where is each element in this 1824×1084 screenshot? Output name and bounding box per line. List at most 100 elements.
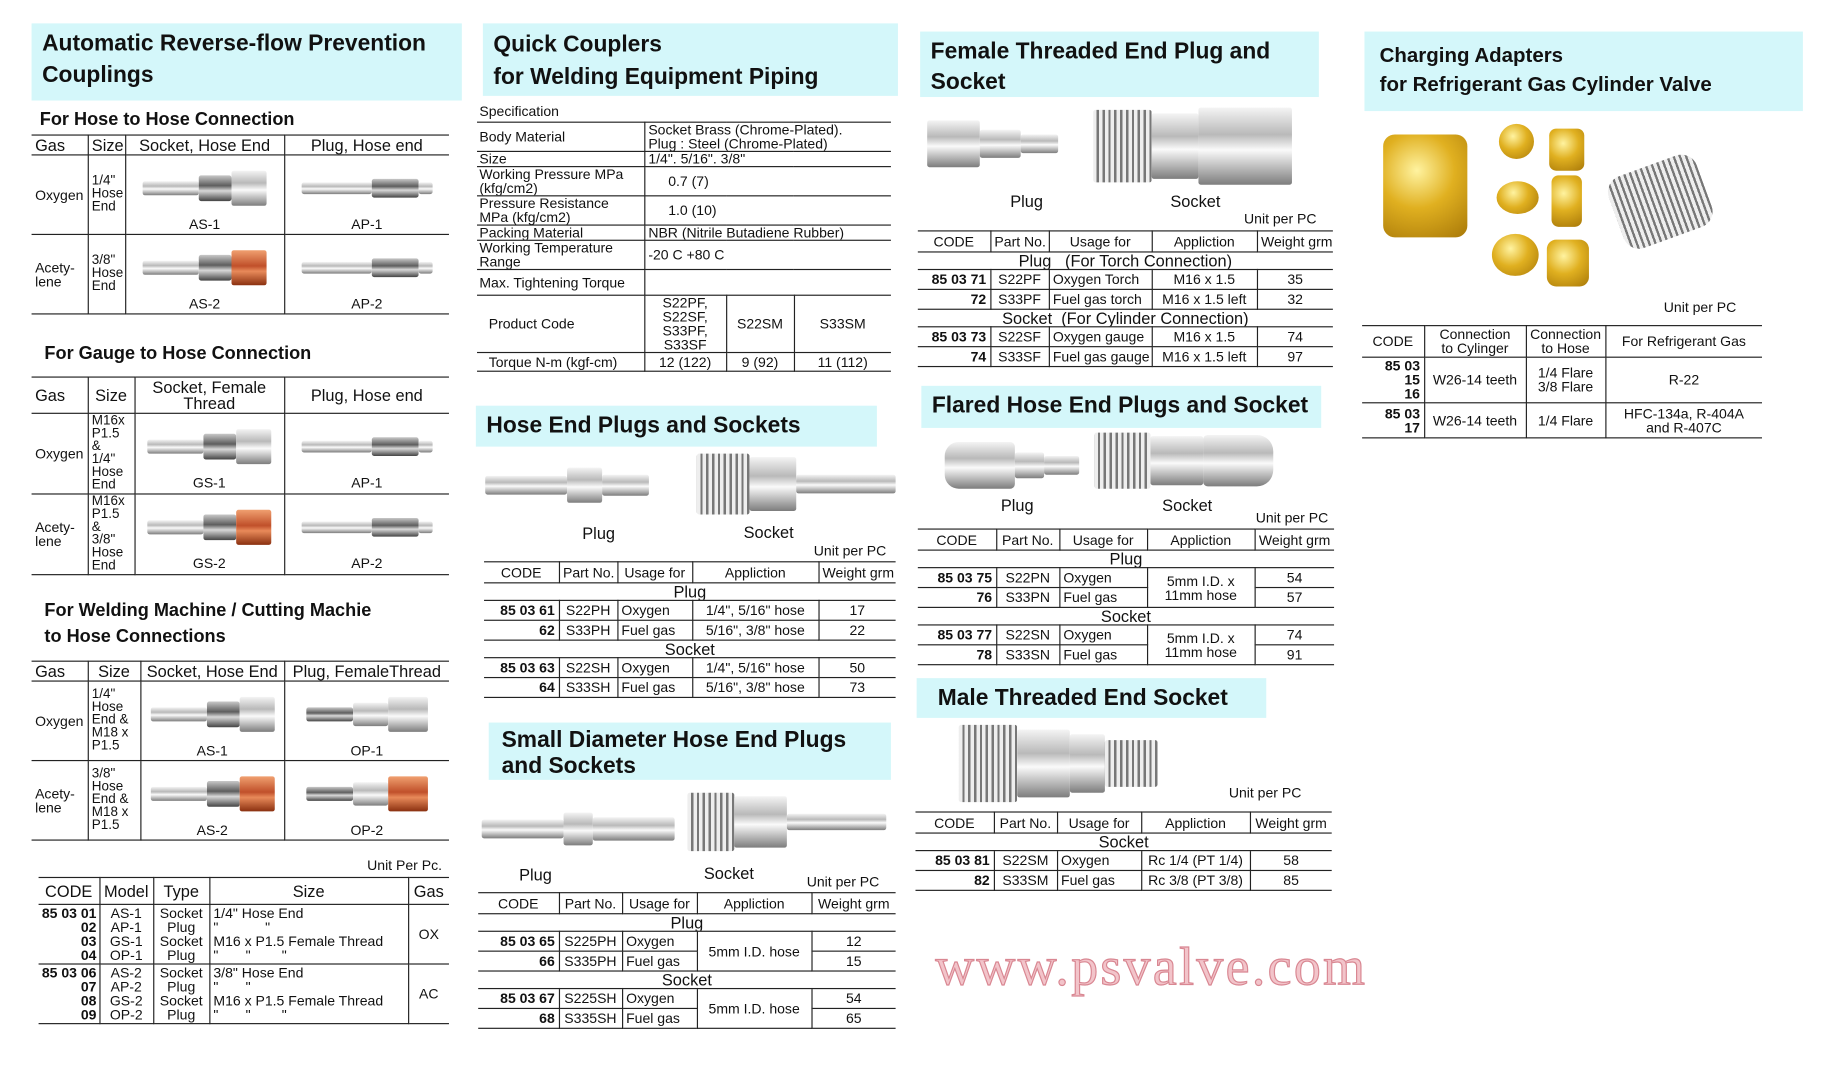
specification-table: Body Material Socket Brass (Chrome-Plated… (477, 121, 891, 372)
header-row: CODE Part No. Usage for Appliction Weight gr… (478, 892, 896, 915)
spec-label: Max. Tightening Torque (477, 268, 645, 296)
column-header: CODE (38, 876, 100, 905)
table-row: 85 03 75 S22PN Oxygen 5mm I.D. x 11mm hose 5… (917, 567, 1335, 608)
part-number: S33PN (995, 586, 1060, 608)
part-number: S22SF (989, 326, 1050, 348)
plug-cell: AP-2 (283, 493, 449, 576)
code-cell: 85 03 15 16 (1362, 356, 1425, 404)
section-title-reverse-flow: Automatic Reverse-flow Prevention Coupli… (31, 23, 462, 101)
group-row: Plug (484, 582, 896, 601)
gas-cell: Oxygen (31, 412, 89, 495)
code-cell: 85 03 65 (478, 930, 560, 952)
part-number: S22SH (558, 657, 618, 679)
fitting-part (236, 509, 272, 545)
header-row: CODE Part No. Usage for Appliction Weight gr… (917, 528, 1335, 551)
column-header: Weight grm (1253, 528, 1335, 551)
code-cell: 85 03 63 (484, 657, 560, 679)
code-cell: 85 03 61 (484, 599, 560, 621)
type-cell: Socket Plug Socket Plug (152, 963, 210, 1025)
table-row: 85 03 81 S22SM Oxygen Rc 1/4 (PT 1/4) 58 (915, 850, 1332, 872)
column-header: Weight grm (817, 561, 896, 584)
fitting-part (147, 439, 204, 454)
specification-label: Specification (479, 102, 559, 120)
small-diameter-table: CODE Part No. Usage for Appliction Weight gr… (478, 892, 896, 1029)
model-label: AP-1 (351, 474, 383, 492)
plug-cell: AP-2 (283, 233, 449, 315)
product-code-label: Product Code (477, 294, 645, 354)
header-row: Gas Size Socket, Hose End Plug, Hose end (31, 134, 449, 156)
header-row: CODE Connection to Cylinger Connection to … (1362, 325, 1762, 358)
spec-value: -20 C +80 C (643, 239, 891, 271)
usage: Fuel gas (621, 950, 698, 972)
spec-value: 1.0 (10) (643, 195, 891, 226)
application: 1/4", 5/16" hose (691, 657, 820, 679)
column-header: Gas (407, 876, 449, 905)
code-cell: 74 (917, 346, 991, 368)
socket-cell: AS-2 (124, 233, 285, 315)
header-row: Gas Size Socket, Hose End Plug, FemaleThrea… (31, 660, 449, 682)
group-label: Socket (917, 606, 1335, 626)
type-cell: Socket Plug Socket Plug (152, 903, 210, 965)
usage: Oxygen (616, 657, 693, 679)
fitting-part (371, 178, 419, 198)
product-cell: AS-2 (129, 238, 280, 310)
socket-image (139, 498, 280, 556)
fitting-part (198, 174, 232, 201)
code-cell: 85 03 81 (915, 850, 995, 872)
product-code: S22SM (725, 294, 795, 354)
gauge-to-hose-heading: For Gauge to Hose Connection (44, 343, 312, 364)
charging-adapter-image (1383, 134, 1468, 238)
column-header: Model (98, 876, 154, 905)
spec-row: Size 1/4". 5/16". 3/8" (477, 150, 891, 168)
group-label: Plug (For Torch Connection) (917, 251, 1333, 271)
charging-adapters-table: CODE Connection to Cylinger Connection to … (1362, 325, 1762, 439)
small-diameter-plug-image (481, 812, 675, 846)
charging-adapter-image (1549, 128, 1585, 171)
model-label: OP-2 (350, 821, 384, 838)
plug-cell: AP-1 (283, 154, 449, 236)
application: Rc 1/4 (PT 1/4) (1140, 850, 1251, 872)
usage: Oxygen (1058, 567, 1148, 589)
product-cell: AP-2 (288, 238, 445, 310)
usage: Fuel gas gauge (1048, 346, 1153, 368)
weight: 57 (1253, 586, 1335, 608)
fitting-part (150, 706, 207, 721)
code-cell: 82 (915, 869, 995, 891)
fitting-part (236, 429, 272, 465)
unit-label: Unit Per Pc. (367, 857, 442, 874)
charging-adapter-image (1498, 123, 1534, 160)
header-row: CODE Part No. Usage for Appliction Weight gr… (915, 811, 1332, 834)
female-threaded-table: CODE Part No. Usage for Appliction Weight gr… (917, 230, 1333, 368)
table: CODE Part No. Usage for Appliction Weight gr… (915, 811, 1332, 891)
weight: 15 (810, 950, 896, 972)
code-cell: 62 (484, 619, 560, 641)
section-title-small-diameter: Small Diameter Hose End Plugs and Socket… (488, 722, 891, 780)
code-cell: 64 (484, 676, 560, 699)
product-cell: AS-1 (129, 158, 280, 231)
column-header: Type (152, 876, 210, 905)
weight: 74 (1253, 624, 1335, 646)
fitting-part (306, 786, 353, 801)
code-cell: 85 03 73 (917, 326, 991, 348)
table-row: 72 S33PF Fuel gas torch M16 x 1.5 left 32 (917, 288, 1333, 310)
part-number: S33SM (993, 869, 1058, 891)
column-header: Connection to Hose (1525, 325, 1606, 358)
gas-cell: AC (407, 963, 449, 1025)
code-cell: 72 (917, 288, 991, 310)
model-label: AP-1 (351, 215, 383, 233)
header-row: Gas Size Socket, Female Thread Plug, Hose e… (31, 376, 449, 414)
fitting-part (352, 781, 388, 805)
application: Rc 3/8 (PT 3/8) (1140, 869, 1251, 891)
fitting-part (206, 780, 240, 807)
part-number: S33SH (558, 676, 618, 699)
spec-row: Pressure Resistance MPa (kfg/cm2) 1.0 (10… (477, 195, 891, 226)
hose-to-hose-heading: For Hose to Hose Connection (39, 109, 295, 130)
usage: Fuel gas (1058, 644, 1148, 666)
application: M16 x 1.5 left (1151, 288, 1258, 310)
model-label: AS-2 (189, 295, 221, 312)
header-row: CODE Part No. Usage for Appliction Weight gr… (917, 230, 1333, 253)
usage: Fuel gas (1058, 586, 1148, 608)
usage: Oxygen (616, 599, 693, 621)
group-label: Socket (For Cylinder Connection) (917, 308, 1333, 328)
column-header: Usage for (616, 561, 693, 584)
